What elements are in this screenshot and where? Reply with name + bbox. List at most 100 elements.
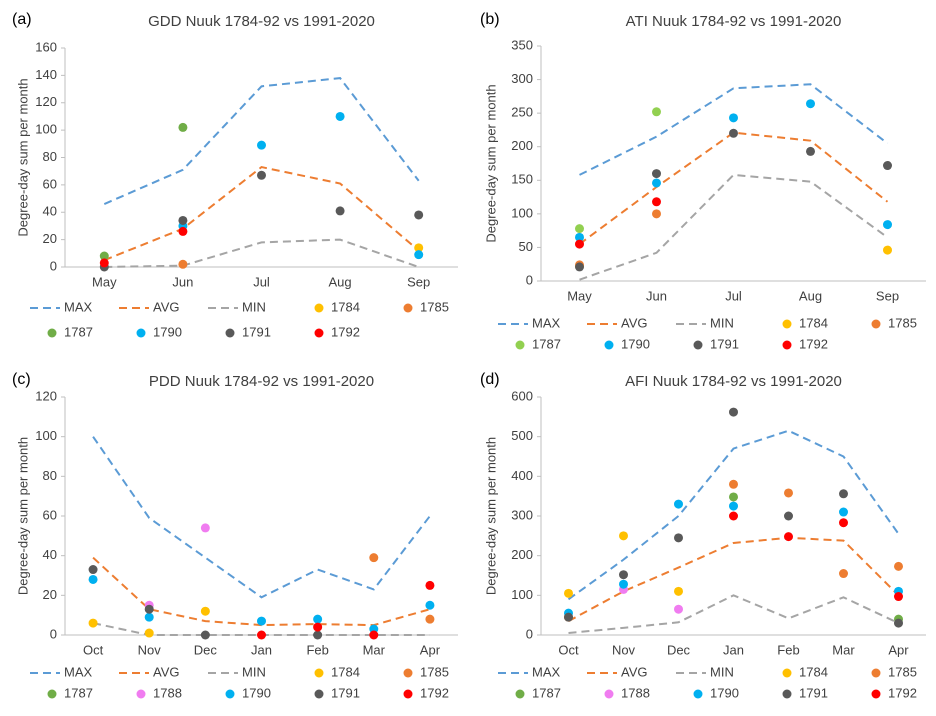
- x-tick-label: Aug: [329, 274, 352, 289]
- y-tick-label: 600: [511, 388, 533, 403]
- y-axis-label: Degree-day sum per month: [483, 84, 498, 242]
- legend-label: MIN: [242, 299, 266, 314]
- y-tick-label: 100: [511, 587, 533, 602]
- legend-label: 1790: [621, 336, 650, 351]
- data-point: [564, 588, 573, 598]
- panel-label: (d): [480, 371, 500, 388]
- legend-label: 1791: [710, 336, 739, 351]
- legend-swatch: [515, 340, 525, 350]
- data-point: [335, 111, 345, 121]
- data-point: [369, 553, 379, 563]
- legend-label: 1788: [153, 685, 182, 700]
- data-point: [575, 239, 584, 249]
- series-line: [568, 594, 899, 635]
- data-point: [178, 122, 188, 132]
- data-point: [257, 616, 266, 626]
- legend-label: 1788: [621, 685, 650, 700]
- y-tick-label: 50: [519, 239, 533, 254]
- data-point: [894, 561, 903, 571]
- series-line: [92, 556, 431, 627]
- chart-title: PDD Nuuk 1784-92 vs 1991-2020: [149, 373, 374, 390]
- x-tick-label: Mar: [363, 642, 386, 657]
- data-point: [674, 533, 683, 543]
- data-point: [257, 140, 266, 150]
- legend-swatch: [782, 319, 792, 329]
- y-tick-label: 140: [35, 67, 57, 82]
- legend-label: 1787: [532, 685, 561, 700]
- data-point: [839, 569, 848, 579]
- data-point: [652, 107, 661, 117]
- legend-label: 1785: [888, 315, 917, 330]
- data-point: [894, 618, 903, 628]
- data-point: [99, 251, 109, 261]
- legend-swatch: [871, 689, 881, 699]
- data-point: [619, 579, 628, 589]
- data-point: [575, 262, 584, 272]
- y-tick-label: 100: [35, 122, 57, 137]
- data-point: [729, 492, 738, 502]
- data-point: [178, 215, 188, 225]
- legend-swatch: [604, 689, 614, 699]
- series-line: [103, 166, 420, 262]
- data-point: [674, 586, 683, 596]
- legend-label: 1787: [64, 324, 93, 339]
- legend-label: 1785: [420, 299, 449, 314]
- y-tick-label: 250: [511, 105, 533, 120]
- panel-label: (c): [12, 371, 31, 388]
- y-tick-label: 60: [43, 507, 57, 522]
- legend-swatch: [314, 328, 324, 338]
- x-tick-label: May: [92, 274, 117, 289]
- data-point: [883, 161, 892, 171]
- legend-label: 1785: [888, 664, 917, 679]
- panel-label: (a): [12, 11, 32, 28]
- y-tick-label: 300: [511, 71, 533, 86]
- legend-swatch: [225, 689, 235, 699]
- legend-label: AVG: [621, 315, 648, 330]
- data-point: [729, 128, 738, 138]
- data-point: [729, 113, 738, 123]
- legend-swatch: [314, 303, 324, 313]
- legend-swatch: [693, 340, 703, 350]
- y-tick-label: 0: [50, 258, 57, 273]
- legend-label: 1792: [331, 324, 360, 339]
- x-tick-label: Nov: [612, 642, 636, 657]
- x-tick-label: Feb: [777, 642, 799, 657]
- chart-title: GDD Nuuk 1784-92 vs 1991-2020: [148, 13, 375, 30]
- series-line: [103, 77, 420, 205]
- data-point: [414, 243, 424, 253]
- x-tick-label: Apr: [888, 642, 909, 657]
- legend-label: 1787: [532, 336, 561, 351]
- legend-label: 1791: [331, 685, 360, 700]
- series-line: [579, 83, 889, 176]
- y-tick-label: 0: [50, 626, 57, 641]
- series-line: [579, 173, 889, 281]
- x-tick-label: Oct: [558, 642, 579, 657]
- data-point: [88, 618, 98, 628]
- data-point: [313, 630, 323, 640]
- x-tick-label: Feb: [306, 642, 328, 657]
- y-tick-label: 0: [526, 626, 533, 641]
- legend-swatch: [403, 303, 413, 313]
- y-tick-label: 500: [511, 428, 533, 443]
- x-tick-label: Jun: [172, 274, 193, 289]
- data-point: [652, 197, 661, 207]
- x-tick-label: Dec: [667, 642, 691, 657]
- panel-label: (b): [480, 11, 500, 28]
- data-point: [200, 606, 210, 616]
- legend-label: 1790: [153, 324, 182, 339]
- y-tick-label: 120: [35, 94, 57, 109]
- legend-label: MAX: [64, 664, 93, 679]
- data-point: [839, 507, 848, 517]
- legend-label: MAX: [64, 299, 93, 314]
- y-axis-label: Degree-day sum per month: [15, 437, 30, 595]
- data-point: [806, 99, 815, 109]
- data-point: [784, 511, 793, 521]
- legend-label: MAX: [532, 664, 561, 679]
- legend-swatch: [871, 668, 881, 678]
- x-tick-label: Apr: [420, 642, 441, 657]
- y-tick-label: 350: [511, 37, 533, 52]
- legend-swatch: [136, 328, 146, 338]
- chart-title: AFI Nuuk 1784-92 vs 1991-2020: [625, 373, 842, 390]
- y-tick-label: 400: [511, 468, 533, 483]
- legend-label: 1784: [799, 664, 828, 679]
